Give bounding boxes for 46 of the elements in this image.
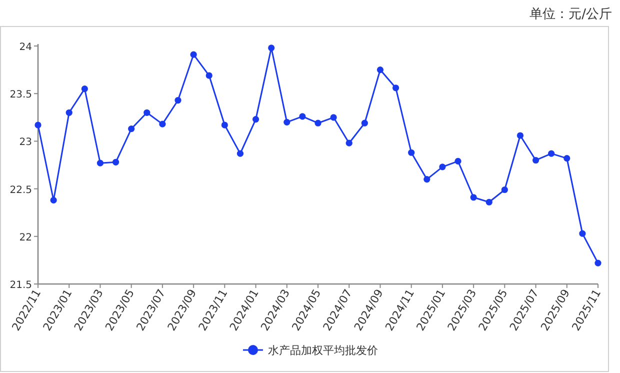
point (299, 113, 306, 120)
point (268, 44, 275, 52)
point (252, 116, 260, 123)
point (594, 260, 602, 266)
point (81, 86, 88, 92)
legend: 水产品加权平均批发价 (243, 344, 378, 357)
point (206, 72, 212, 79)
point (579, 230, 586, 237)
y-tick-label: 22.5 (10, 184, 32, 196)
point (548, 150, 555, 157)
point (112, 158, 120, 166)
point (361, 120, 368, 126)
point (221, 122, 228, 128)
point (424, 176, 430, 183)
point (486, 198, 492, 206)
point (392, 84, 400, 92)
point (128, 126, 135, 132)
point (159, 120, 166, 128)
text: 单位：元/公斤 (530, 7, 612, 22)
point (330, 114, 337, 121)
y-tick-label: 23 (19, 137, 32, 148)
point (439, 164, 446, 170)
point (501, 186, 508, 194)
point (236, 150, 244, 157)
point (190, 51, 197, 58)
point (516, 132, 524, 139)
point (174, 96, 182, 104)
point (66, 109, 72, 116)
point (454, 158, 462, 164)
legend-label: 水产品加权平均批发价 (268, 344, 378, 357)
y-tick-label: 23.5 (10, 90, 32, 101)
point (346, 140, 352, 146)
point (50, 196, 57, 204)
point (408, 149, 415, 156)
point (376, 66, 384, 74)
y-tick-label: 21.5 (10, 280, 32, 291)
point (96, 160, 104, 166)
point (34, 122, 42, 128)
point (564, 155, 570, 162)
point (532, 156, 540, 164)
point (470, 194, 477, 201)
y-tick-label: 22 (19, 232, 32, 244)
point (284, 118, 290, 126)
point (314, 120, 322, 126)
point (144, 109, 150, 116)
y-tick-label: 24 (19, 42, 32, 53)
